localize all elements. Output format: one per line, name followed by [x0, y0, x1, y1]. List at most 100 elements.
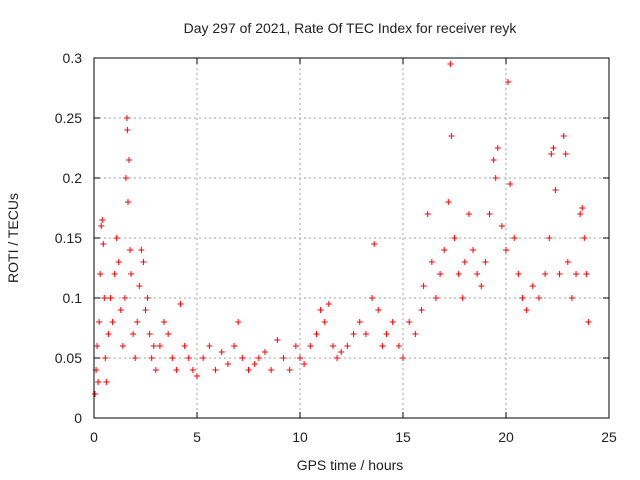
data-point: [177, 301, 184, 307]
data-point: [350, 331, 357, 337]
data-point: [482, 259, 489, 265]
y-axis: 0 0.05 0.1 0.15 0.2 0.25 0.3: [55, 50, 609, 426]
data-point: [519, 295, 526, 301]
data-point: [447, 61, 454, 67]
data-point: [96, 319, 103, 325]
data-point: [573, 271, 580, 277]
y-tick-label: 0.3: [63, 50, 83, 66]
x-tick-label: 10: [292, 429, 308, 445]
data-point: [542, 271, 549, 277]
data-point: [412, 331, 419, 337]
data-point: [581, 235, 588, 241]
data-point: [451, 235, 458, 241]
data-point: [383, 331, 390, 337]
data-point: [206, 343, 213, 349]
data-point: [356, 319, 363, 325]
data-point: [99, 217, 106, 223]
data-point: [102, 355, 109, 361]
data-point: [194, 373, 200, 379]
y-tick-label: 0.1: [63, 290, 83, 306]
data-point: [150, 343, 157, 349]
data-point: [492, 175, 499, 181]
data-point: [261, 349, 268, 355]
data-point: [128, 271, 135, 277]
data-point: [552, 187, 559, 193]
data-point: [448, 133, 455, 139]
data-point: [313, 331, 320, 337]
data-point: [280, 355, 287, 361]
data-point: [144, 295, 151, 301]
data-point: [100, 241, 107, 247]
data-point: [562, 151, 569, 157]
data-point: [395, 343, 402, 349]
data-point: [245, 367, 252, 373]
data-point: [97, 271, 104, 277]
data-point: [556, 271, 563, 277]
data-point: [432, 295, 439, 301]
data-point: [494, 145, 501, 151]
y-tick-label: 0.25: [55, 110, 82, 126]
data-point: [123, 115, 130, 121]
data-point: [418, 307, 425, 313]
data-point: [344, 343, 351, 349]
data-point: [459, 295, 466, 301]
data-point: [529, 283, 536, 289]
data-point: [503, 247, 509, 253]
data-point: [301, 361, 308, 367]
data-point: [585, 319, 592, 325]
data-point: [231, 343, 238, 349]
data-point: [142, 307, 149, 313]
data-point: [292, 343, 299, 349]
data-point: [490, 157, 497, 163]
data-point: [564, 259, 571, 265]
data-point: [95, 379, 102, 385]
x-tick-label: 5: [193, 429, 201, 445]
data-point: [146, 331, 153, 337]
data-point: [470, 247, 477, 253]
data-point: [286, 367, 293, 373]
data-point: [109, 319, 116, 325]
x-tick-label: 20: [498, 429, 514, 445]
data-point: [121, 295, 128, 301]
data-point: [577, 211, 584, 217]
data-point: [550, 145, 557, 151]
data-point: [105, 331, 112, 337]
data-point: [200, 355, 207, 361]
data-point: [103, 379, 110, 385]
data-point: [113, 235, 120, 241]
data-point: [325, 301, 332, 307]
data-point: [523, 307, 530, 313]
data-point: [212, 367, 219, 373]
data-point: [406, 319, 413, 325]
data-point: [546, 235, 553, 241]
data-point: [329, 343, 336, 349]
y-tick-label: 0.15: [55, 230, 82, 246]
x-axis: 0 5 10 15 20 25: [90, 58, 617, 445]
data-point: [511, 235, 518, 241]
data-point: [560, 133, 567, 139]
data-point: [255, 355, 262, 361]
data-point: [94, 343, 101, 349]
data-point: [124, 127, 131, 133]
x-tick-label: 25: [601, 429, 617, 445]
data-point: [420, 283, 427, 289]
data-point: [505, 79, 512, 85]
x-tick-label: 0: [90, 429, 98, 445]
data-point: [515, 271, 522, 277]
grid-lines: [94, 58, 609, 418]
y-tick-label: 0: [74, 410, 82, 426]
data-point: [437, 271, 444, 277]
data-point: [127, 247, 134, 253]
data-point: [101, 295, 108, 301]
data-point: [498, 223, 505, 229]
data-point: [251, 361, 258, 367]
data-point: [369, 295, 376, 301]
data-point: [138, 247, 145, 253]
data-point: [334, 355, 341, 361]
data-point: [297, 355, 303, 361]
data-point: [130, 331, 137, 337]
data-point: [389, 319, 396, 325]
data-point: [268, 367, 275, 373]
data-point: [507, 181, 514, 187]
